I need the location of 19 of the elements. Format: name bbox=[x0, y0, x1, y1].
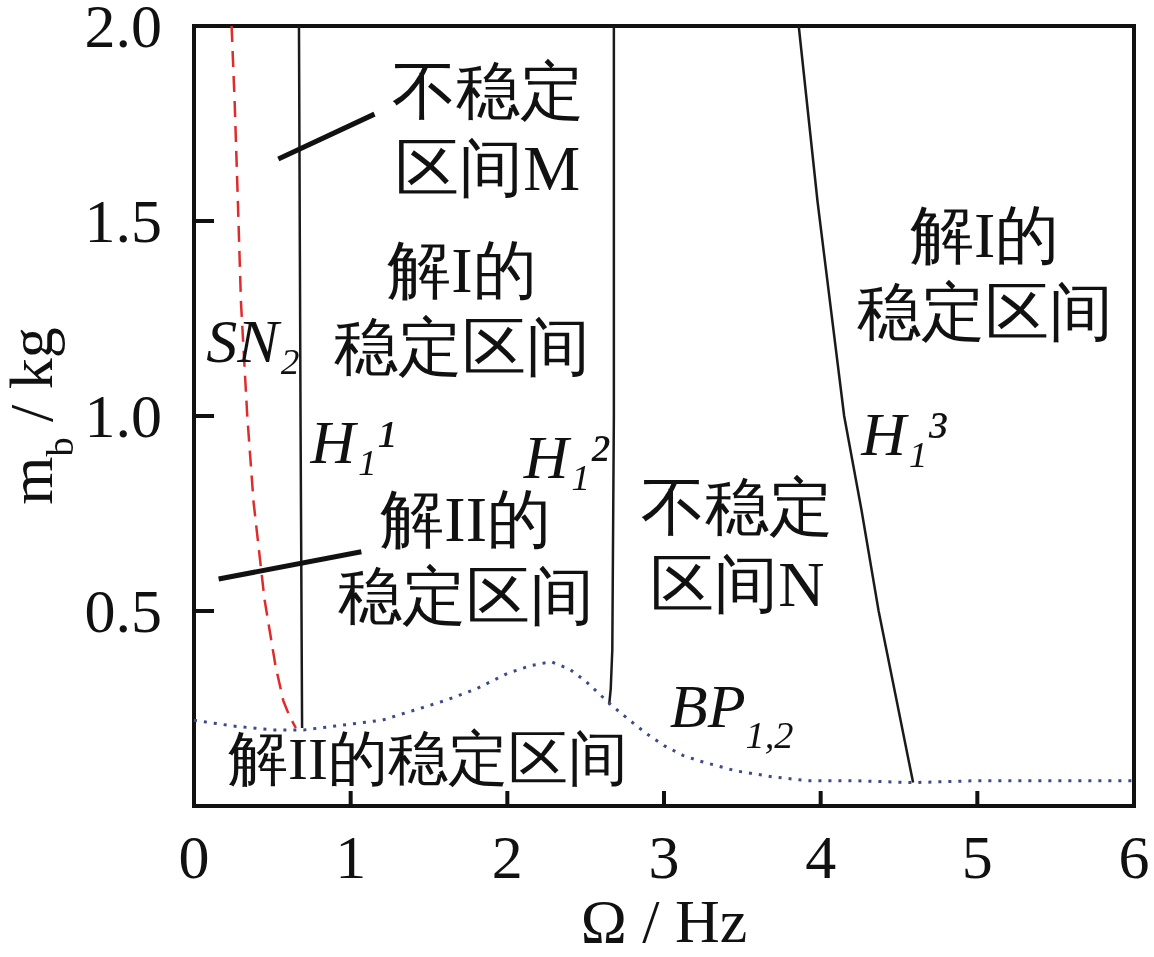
series-label: BP$_{1,2}$ bbox=[669, 671, 794, 756]
x-tick-label: 6 bbox=[1118, 823, 1150, 891]
y-tick-label: 1.0 bbox=[84, 382, 162, 451]
annotation: 不稳定区间M bbox=[391, 55, 584, 204]
series-label: H₁³ bbox=[861, 400, 947, 469]
annotation: 解II的稳定区间 bbox=[228, 725, 629, 792]
annotation: 解I的稳定区间 bbox=[333, 235, 590, 383]
y-tick-label: 1.5 bbox=[84, 187, 162, 256]
annotation: 解I的稳定区间 bbox=[856, 200, 1113, 348]
series-label: H₁¹ bbox=[310, 408, 396, 477]
annotation: 不稳定区间N bbox=[641, 472, 834, 621]
series-label: SN₂ bbox=[206, 306, 301, 375]
x-tick-label: 1 bbox=[335, 823, 367, 891]
x-tick-label: 2 bbox=[491, 823, 523, 891]
y-tick-label: 2.0 bbox=[84, 0, 162, 61]
x-tick-label: 5 bbox=[961, 823, 993, 891]
x-tick-label: 0 bbox=[178, 823, 210, 891]
y-tick-label: 0.5 bbox=[84, 577, 162, 646]
x-tick-label: 4 bbox=[805, 823, 837, 891]
